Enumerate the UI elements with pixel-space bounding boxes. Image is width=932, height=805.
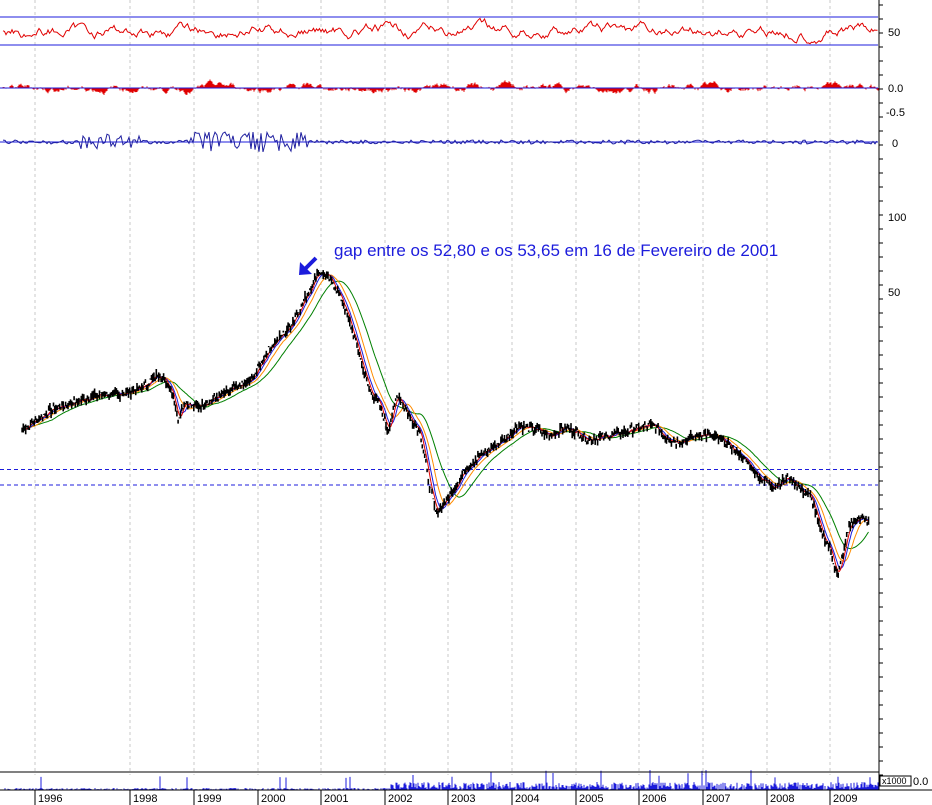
year-label: 2000 bbox=[261, 793, 285, 805]
osc3-tick-label: 0 bbox=[892, 138, 898, 150]
oscillator-line bbox=[2, 130, 878, 153]
oscillator-panel-3 bbox=[0, 130, 878, 153]
moving-average-line bbox=[21, 280, 869, 550]
volume-panel bbox=[2, 770, 879, 790]
year-label: 1998 bbox=[133, 793, 157, 805]
year-label: 2004 bbox=[515, 793, 539, 805]
year-label: 2006 bbox=[642, 793, 666, 805]
price-tick-label: 100 bbox=[888, 212, 906, 224]
gap-annotation: gap entre os 52,80 e os 53,65 em 16 de F… bbox=[334, 241, 778, 260]
price-tick-label: 50 bbox=[888, 287, 900, 299]
price-panel bbox=[21, 268, 870, 578]
year-label: 2003 bbox=[451, 793, 475, 805]
oscillator-panel-1 bbox=[0, 16, 878, 46]
year-label: 2008 bbox=[770, 793, 794, 805]
support-lines bbox=[0, 468, 878, 486]
arrow-icon bbox=[299, 256, 318, 275]
volume-multiplier-box bbox=[879, 775, 912, 787]
year-label: 2001 bbox=[324, 793, 348, 805]
moving-average-line bbox=[21, 274, 869, 562]
volume-multiplier: x1000 bbox=[882, 776, 907, 786]
osc2-tick-label: -0.5 bbox=[886, 107, 905, 119]
year-label: 2002 bbox=[388, 793, 412, 805]
oscillator-line bbox=[2, 17, 878, 45]
year-label: 1999 bbox=[197, 793, 221, 805]
year-label: 2007 bbox=[706, 793, 730, 805]
moving-average-line bbox=[21, 273, 869, 569]
osc2-tick-label: 0.0 bbox=[888, 83, 903, 95]
year-label: 1996 bbox=[38, 793, 62, 805]
volume-tick-label: 0.0 bbox=[913, 776, 928, 788]
oscillator-panel-2 bbox=[0, 79, 879, 95]
osc1-tick-label: 50 bbox=[888, 27, 900, 39]
year-label: 2009 bbox=[833, 793, 857, 805]
moving-average-line bbox=[21, 273, 869, 572]
year-label: 2005 bbox=[579, 793, 603, 805]
